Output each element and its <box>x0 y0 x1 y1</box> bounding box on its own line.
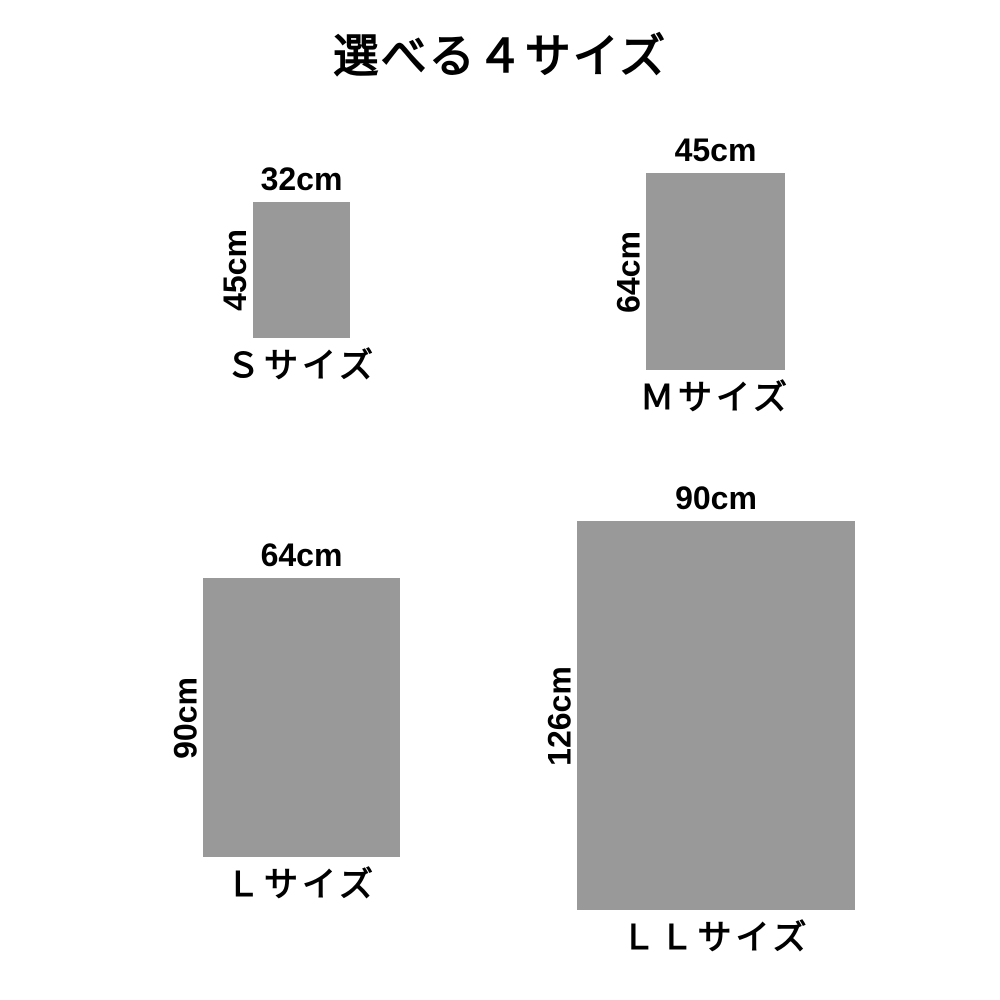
height-dimension-label-ll: 126cm <box>541 666 578 766</box>
width-dimension-label-ll: 90cm <box>675 480 757 516</box>
width-dimension-label-s: 32cm <box>260 161 343 197</box>
height-dimension-label-m: 64cm <box>610 231 647 313</box>
size-name-label-s: Ｓサイズ <box>226 347 377 385</box>
size-name-label-ll: ＬＬサイズ <box>621 919 811 957</box>
height-dimension-label-l: 90cm <box>167 677 204 759</box>
width-dimension-label-l: 64cm <box>260 537 343 573</box>
page-title: 選べる４サイズ <box>332 30 668 82</box>
size-rectangle-m <box>646 173 785 370</box>
size-rectangle-ll <box>577 521 855 910</box>
size-rectangle-l <box>203 578 400 857</box>
size-name-label-l: Ｌサイズ <box>226 866 377 904</box>
height-dimension-label-s: 45cm <box>217 229 253 311</box>
width-dimension-label-m: 45cm <box>674 132 757 168</box>
size-name-label-m: Ｍサイズ <box>640 379 791 417</box>
size-rectangle-s <box>253 202 350 338</box>
